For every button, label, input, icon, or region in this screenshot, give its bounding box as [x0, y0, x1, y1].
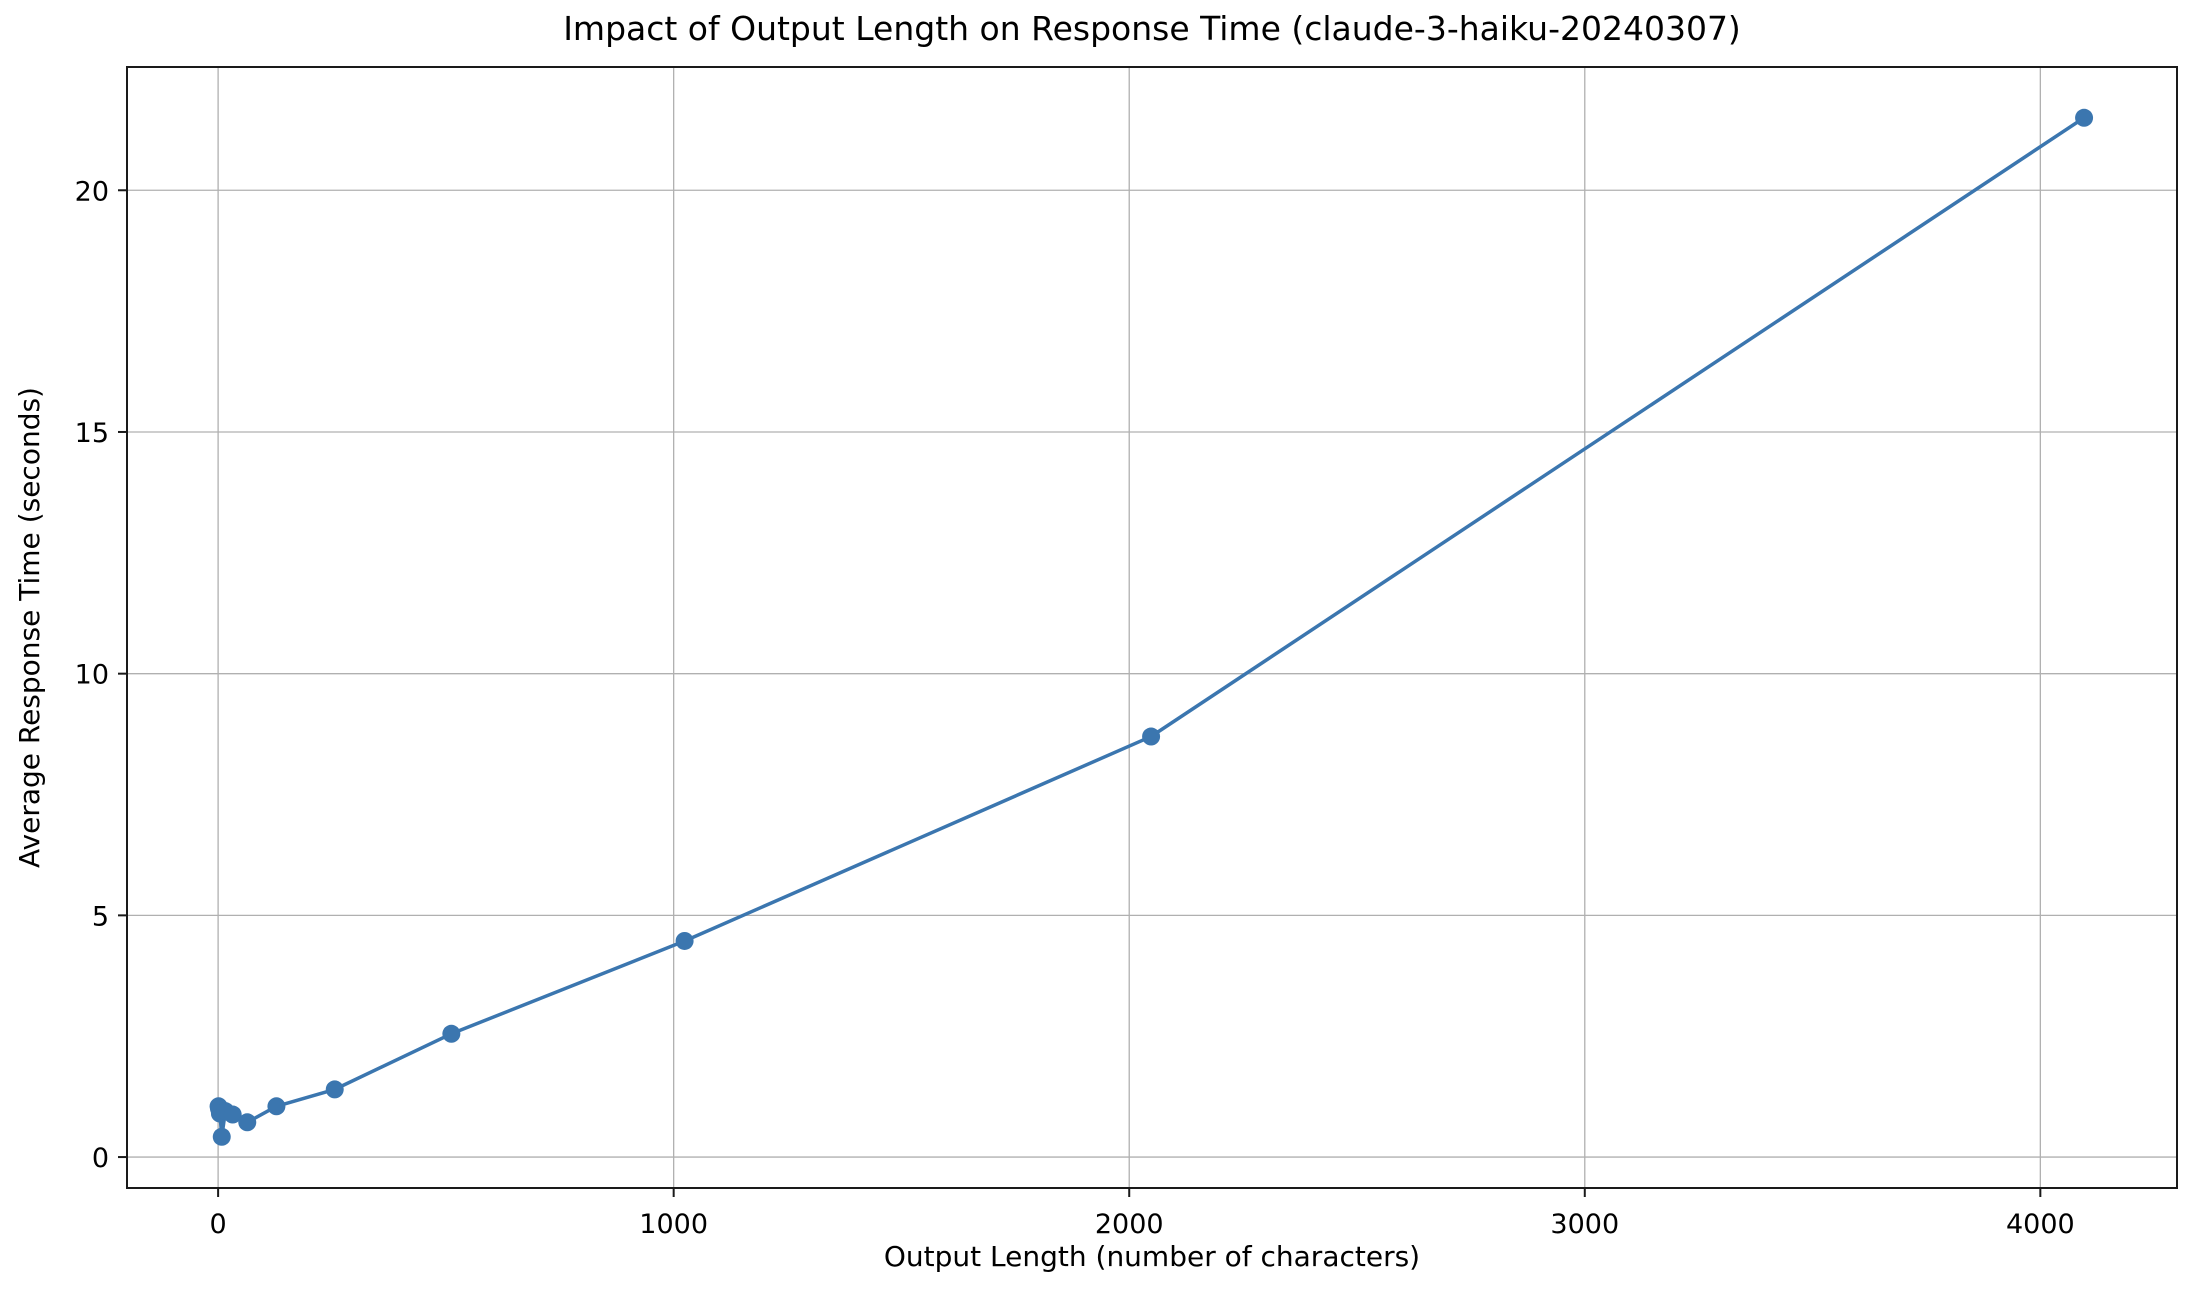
data-point — [2075, 108, 2094, 127]
data-point — [212, 1127, 231, 1146]
data-point — [223, 1105, 242, 1124]
x-tick-label: 3000 — [1550, 1209, 1619, 1240]
plot-area-border — [126, 66, 2178, 1189]
data-point — [442, 1024, 461, 1043]
x-tick-label: 1000 — [639, 1209, 708, 1240]
series-line — [216, 116, 2086, 1139]
data-point — [325, 1080, 344, 1099]
y-tick-label: 5 — [92, 901, 109, 932]
x-tick-label: 4000 — [2006, 1209, 2075, 1240]
x-tick-label: 0 — [210, 1209, 227, 1240]
x-axis-label: Output Length (number of characters) — [883, 1240, 1421, 1273]
data-point — [1142, 727, 1161, 746]
data-point — [267, 1097, 286, 1116]
chart-title: Impact of Output Length on Response Time… — [563, 9, 1741, 48]
x-tick-label: 2000 — [1095, 1209, 1164, 1240]
y-tick-label: 20 — [75, 176, 109, 207]
y-tick-label: 15 — [75, 418, 109, 449]
data-point — [238, 1113, 257, 1132]
data-point — [675, 931, 694, 950]
y-tick-label: 10 — [75, 660, 109, 691]
y-tick-label: 0 — [92, 1143, 109, 1174]
